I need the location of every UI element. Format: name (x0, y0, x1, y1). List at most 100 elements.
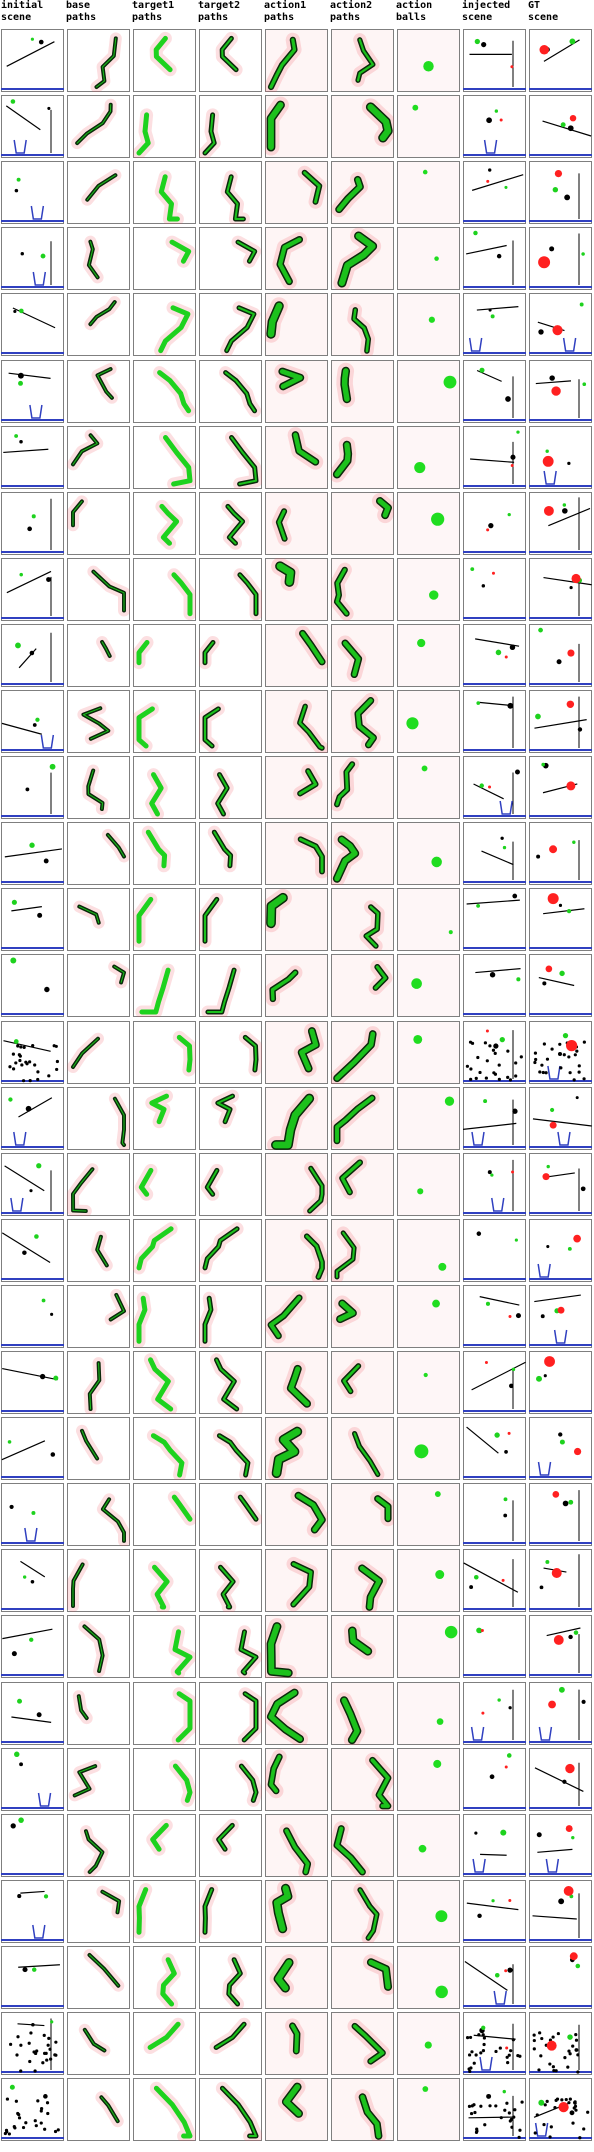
grid-cell (133, 1682, 196, 1745)
grid-cell (265, 360, 328, 423)
grid-cell (133, 2078, 196, 2141)
grid-cell (265, 161, 328, 224)
grid-cell (397, 1748, 460, 1811)
grid-cell (67, 1814, 130, 1877)
grid-cell (1, 1483, 64, 1546)
grid-cell (133, 1946, 196, 2009)
grid-cell (331, 1219, 394, 1282)
grid-cell (133, 1814, 196, 1877)
grid-cell (331, 1087, 394, 1150)
grid-cell (529, 2012, 592, 2075)
grid-cell (67, 756, 130, 819)
grid-cell (529, 756, 592, 819)
grid-cell (397, 227, 460, 290)
grid-cell (1, 1748, 64, 1811)
grid-cell (265, 1417, 328, 1480)
grid-cell (397, 426, 460, 489)
grid-cell (1, 822, 64, 885)
grid-cell (133, 1219, 196, 1282)
grid-cell (67, 426, 130, 489)
grid-cell (199, 1483, 262, 1546)
grid-cell (199, 690, 262, 753)
grid-cell (529, 1682, 592, 1745)
grid-cell (529, 360, 592, 423)
grid-cell (133, 1615, 196, 1678)
grid-cell (1, 1021, 64, 1084)
grid-cell (67, 1021, 130, 1084)
grid-cell (199, 1351, 262, 1414)
grid-cell (265, 1814, 328, 1877)
grid-cell (331, 95, 394, 158)
grid-cell (265, 1153, 328, 1216)
grid-cell (397, 1483, 460, 1546)
grid-cell (67, 1946, 130, 2009)
grid-cell (529, 690, 592, 753)
grid-cell (397, 492, 460, 555)
grid-cell (331, 1417, 394, 1480)
grid-cell (265, 822, 328, 885)
grid-cell (199, 293, 262, 356)
grid-cell (1, 1880, 64, 1943)
grid-cell (529, 1219, 592, 1282)
grid-cell (67, 558, 130, 621)
grid-cell (265, 1549, 328, 1612)
grid-cell (265, 1219, 328, 1282)
grid-cell (397, 360, 460, 423)
grid-cell (529, 2078, 592, 2141)
grid-cell (463, 954, 526, 1017)
grid-cell (331, 2078, 394, 2141)
grid-cell (529, 1946, 592, 2009)
grid-cell (133, 1748, 196, 1811)
grid-cell (133, 95, 196, 158)
grid-cell (1, 227, 64, 290)
grid-cell (1, 161, 64, 224)
grid-cell (199, 1417, 262, 1480)
grid-cell (199, 1814, 262, 1877)
grid-cell (463, 1483, 526, 1546)
grid-cell (67, 1682, 130, 1745)
grid-cell (529, 1549, 592, 1612)
grid-cell (529, 1153, 592, 1216)
grid-cell (397, 2012, 460, 2075)
grid-cell (265, 1682, 328, 1745)
grid-cell (331, 492, 394, 555)
grid-cell (67, 1285, 130, 1348)
grid-cell (133, 756, 196, 819)
grid-cell (199, 2078, 262, 2141)
grid-cell (1, 1615, 64, 1678)
grid-cell (133, 426, 196, 489)
grid-cell (463, 1417, 526, 1480)
grid-cell (133, 624, 196, 687)
grid-cell (331, 1615, 394, 1678)
grid-cell (463, 426, 526, 489)
grid-cell (529, 558, 592, 621)
grid-cell (67, 29, 130, 92)
grid-cell (133, 822, 196, 885)
grid-cell (1, 888, 64, 951)
grid-cell (529, 492, 592, 555)
grid-cell (397, 1219, 460, 1282)
grid-cell (199, 29, 262, 92)
grid-cell (463, 1814, 526, 1877)
grid-cell (199, 888, 262, 951)
grid-cell (463, 756, 526, 819)
grid-cell (529, 888, 592, 951)
grid-cell (1, 29, 64, 92)
grid-cell (199, 1880, 262, 1943)
grid-cell (397, 624, 460, 687)
grid-cell (199, 1748, 262, 1811)
grid-cell (199, 1087, 262, 1150)
grid-cell (463, 1153, 526, 1216)
grid-cell (67, 1219, 130, 1282)
grid-cell (133, 293, 196, 356)
grid-cell (1, 756, 64, 819)
grid-cell (1, 1682, 64, 1745)
grid-cell (463, 492, 526, 555)
grid-cell (529, 227, 592, 290)
grid-cell (199, 1549, 262, 1612)
grid-cell (199, 227, 262, 290)
grid-cell (265, 690, 328, 753)
grid-cell (463, 1285, 526, 1348)
grid-cell (265, 1351, 328, 1414)
grid-cell (133, 558, 196, 621)
